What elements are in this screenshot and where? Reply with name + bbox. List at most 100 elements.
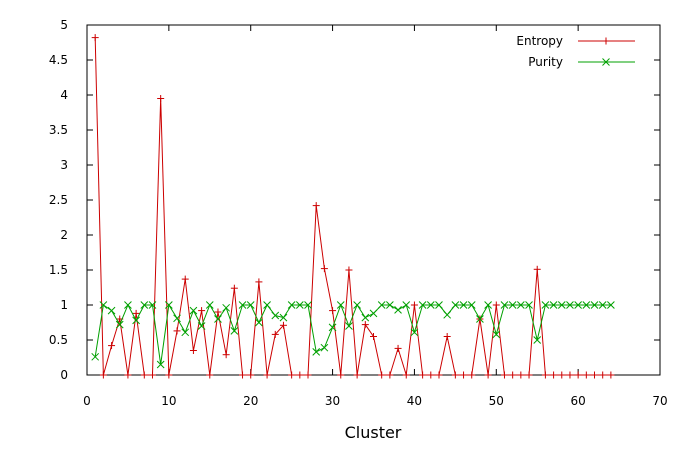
purity-point bbox=[181, 328, 190, 337]
purity-point bbox=[377, 301, 386, 309]
entropy-point bbox=[361, 321, 369, 329]
entropy-point bbox=[492, 301, 500, 309]
purity-point bbox=[402, 301, 411, 309]
purity-point bbox=[361, 313, 370, 322]
entropy-point bbox=[370, 333, 377, 340]
entropy-point bbox=[443, 333, 451, 340]
x-axis-title: Cluster bbox=[345, 423, 402, 442]
purity-point bbox=[435, 301, 443, 309]
y-tick-label: 2.5 bbox=[49, 193, 68, 207]
purity-point bbox=[533, 336, 542, 344]
purity-point bbox=[271, 311, 280, 320]
entropy-point bbox=[402, 371, 410, 379]
purity-point bbox=[328, 323, 337, 332]
purity-point bbox=[500, 301, 509, 309]
entropy-point bbox=[550, 371, 558, 379]
y-tick-label: 2 bbox=[60, 228, 68, 242]
entropy-point bbox=[99, 371, 107, 379]
entropy-point bbox=[517, 371, 525, 379]
purity-point bbox=[99, 301, 108, 309]
entropy-point bbox=[566, 371, 574, 379]
y-tick-label: 0.5 bbox=[49, 333, 68, 347]
entropy-point bbox=[181, 275, 189, 283]
entropy-point bbox=[255, 278, 263, 286]
purity-point bbox=[91, 352, 100, 361]
purity-point bbox=[295, 301, 304, 309]
plot-area bbox=[86, 24, 661, 376]
y-tick-label: 4.5 bbox=[49, 53, 68, 67]
entropy-point bbox=[124, 371, 132, 379]
entropy-point bbox=[263, 371, 271, 379]
purity-point bbox=[484, 301, 492, 309]
entropy-point bbox=[353, 371, 361, 379]
purity-point bbox=[205, 301, 214, 309]
purity-point bbox=[197, 322, 206, 330]
purity-point bbox=[140, 301, 149, 309]
entropy-point bbox=[148, 371, 156, 379]
entropy-point bbox=[419, 371, 427, 379]
entropy-point bbox=[345, 266, 353, 274]
entropy-point bbox=[574, 371, 582, 379]
purity-point bbox=[312, 348, 321, 356]
purity-point bbox=[582, 301, 591, 309]
purity-point bbox=[566, 301, 574, 309]
purity-point bbox=[222, 303, 231, 312]
legend-marker-purity bbox=[602, 58, 610, 66]
y-tick-label: 3.5 bbox=[49, 123, 68, 137]
purity-point bbox=[320, 343, 329, 352]
purity-point bbox=[467, 301, 476, 309]
purity-point bbox=[410, 328, 419, 337]
entropy-point bbox=[533, 265, 541, 273]
entropy-point bbox=[288, 371, 296, 379]
x-tick-label: 30 bbox=[325, 394, 340, 408]
entropy-point bbox=[320, 265, 328, 273]
legend-marker-entropy bbox=[602, 37, 610, 45]
legend-label-purity: Purity bbox=[528, 55, 563, 69]
x-tick-label: 70 bbox=[652, 394, 667, 408]
purity-point bbox=[607, 301, 615, 309]
purity-point bbox=[263, 301, 271, 309]
purity-point bbox=[255, 318, 263, 327]
purity-point bbox=[418, 301, 427, 309]
purity-point bbox=[148, 301, 157, 309]
entropy-point bbox=[132, 309, 140, 317]
purity-point bbox=[459, 301, 468, 309]
y-axis: 0 0.5 1 1.5 2 2.5 3 3.5 4 4.5 5 bbox=[49, 18, 660, 382]
y-tick-label: 1.5 bbox=[49, 263, 68, 277]
entropy-point bbox=[271, 330, 279, 338]
entropy-point bbox=[206, 371, 214, 379]
y-tick-label: 4 bbox=[60, 88, 68, 102]
x-tick-label: 0 bbox=[83, 394, 91, 408]
x-tick-label: 50 bbox=[489, 394, 504, 408]
entropy-point bbox=[558, 371, 566, 379]
purity-point bbox=[549, 301, 558, 309]
purity-point bbox=[386, 301, 394, 309]
legend: Entropy Purity bbox=[516, 34, 635, 69]
entropy-point bbox=[509, 371, 517, 379]
entropy-point bbox=[582, 371, 590, 379]
purity-point bbox=[451, 301, 460, 309]
purity-point bbox=[156, 360, 165, 369]
y-tick-label: 0 bbox=[60, 368, 68, 382]
entropy-point bbox=[304, 371, 312, 379]
entropy-point bbox=[427, 371, 435, 379]
purity-point bbox=[304, 301, 312, 309]
purity-point bbox=[115, 320, 124, 329]
purity-point bbox=[516, 301, 525, 309]
entropy-point bbox=[394, 344, 402, 352]
entropy-point bbox=[140, 371, 148, 379]
entropy-point bbox=[591, 371, 599, 379]
entropy-point bbox=[296, 371, 304, 379]
purity-point bbox=[345, 322, 353, 330]
entropy-point bbox=[500, 371, 508, 379]
entropy-point bbox=[451, 371, 459, 379]
entropy-point bbox=[239, 371, 247, 379]
legend-label-entropy: Entropy bbox=[516, 34, 563, 48]
purity-point bbox=[492, 330, 501, 339]
entropy-point bbox=[214, 308, 222, 316]
entropy-point bbox=[91, 34, 99, 42]
entropy-point bbox=[410, 301, 418, 309]
purity-point bbox=[238, 301, 247, 309]
purity-point bbox=[246, 301, 255, 309]
